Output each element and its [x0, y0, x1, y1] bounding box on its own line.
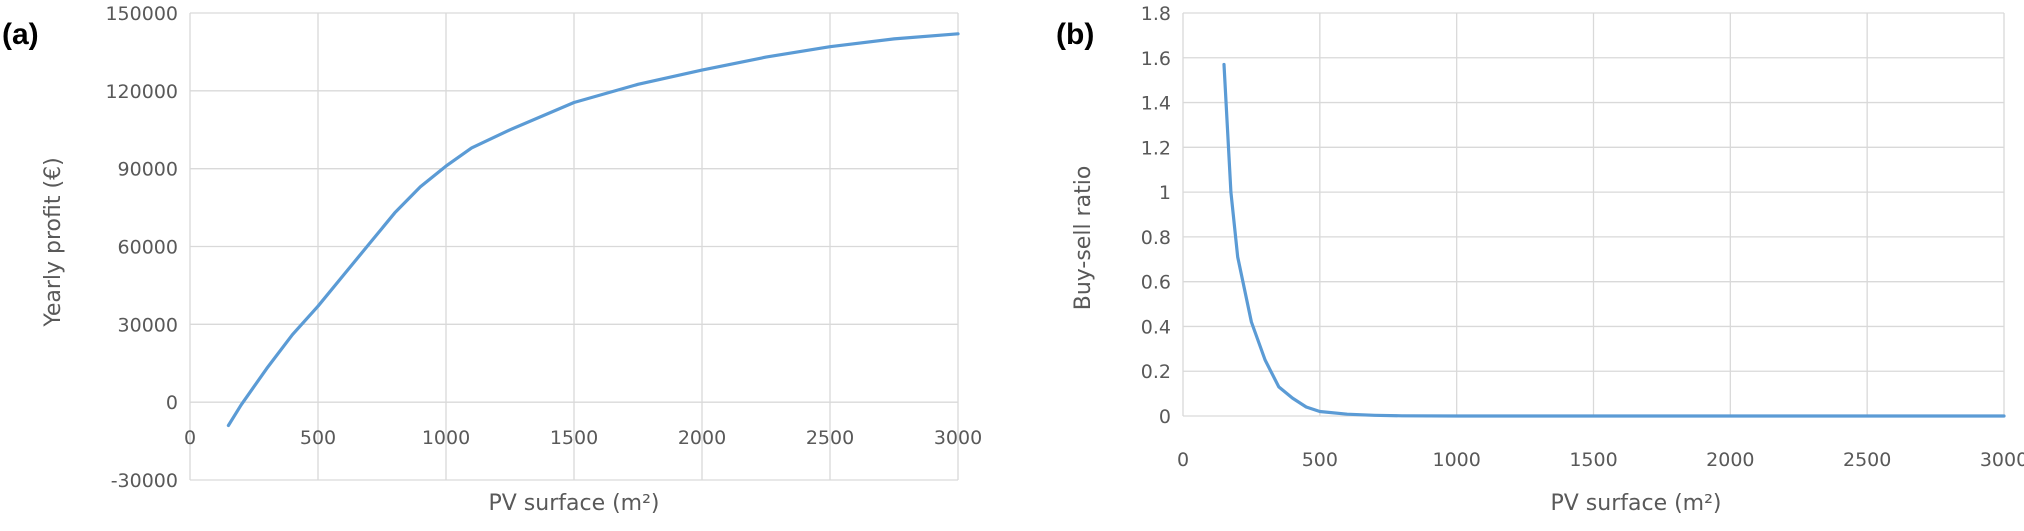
x-tick-label: 2000: [678, 427, 726, 449]
y-tick-label: 0: [1159, 406, 1171, 428]
y-tick-label: 0.8: [1141, 227, 1171, 249]
y-axis-title-a: Yearly profit (€): [41, 157, 66, 327]
x-tick-label: 500: [1302, 449, 1338, 471]
profit-series-line: [226, 32, 960, 428]
y-axis-title-b: Buy-sell ratio: [1071, 166, 1096, 311]
y-tick-labels-b: 0 0.2 0.4 0.6 0.8 1 1.2 1.4 1.6 1.8: [1141, 3, 1171, 428]
y-tick-label: 1.8: [1141, 3, 1171, 25]
panel-label-b: (b): [1056, 18, 1094, 51]
panel-label-a: (a): [2, 18, 39, 51]
x-tick-label: 500: [300, 427, 336, 449]
y-tick-label: 150000: [105, 3, 178, 25]
x-tick-labels-b: 0 500 1000 1500 2000 2500 3000: [1177, 449, 2024, 471]
x-tick-label: 1500: [1569, 449, 1617, 471]
y-tick-label: -30000: [111, 470, 178, 492]
x-tick-label: 2000: [1706, 449, 1754, 471]
gridlines-a: [189, 12, 959, 481]
y-tick-label: 1.6: [1141, 48, 1171, 70]
y-tick-label: 0.2: [1141, 361, 1171, 383]
y-tick-label: 120000: [105, 81, 178, 103]
x-tick-labels-a: 0 500 1000 1500 2000 2500 3000: [184, 427, 982, 449]
chart-panel-b: (b) 0 0.2 0.4 0.6 0.8 1 1.2 1.4 1.6 1.8 0 500 1000 1…: [1056, 3, 2024, 516]
y-tick-label: 0: [166, 392, 178, 414]
y-tick-label: 30000: [118, 314, 178, 336]
x-tick-label: 1000: [1432, 449, 1480, 471]
x-axis-title-b: PV surface (m²): [1550, 491, 1721, 516]
y-tick-label: 1.2: [1141, 137, 1171, 159]
y-tick-label: 60000: [118, 237, 178, 259]
y-tick-label: 1.4: [1141, 93, 1171, 115]
x-axis-title-a: PV surface (m²): [488, 491, 659, 516]
x-tick-label: 2500: [806, 427, 854, 449]
x-tick-label: 0: [184, 427, 196, 449]
x-tick-label: 3000: [1980, 449, 2024, 471]
x-tick-label: 1000: [422, 427, 470, 449]
y-tick-label: 0.6: [1141, 272, 1171, 294]
x-tick-label: 2500: [1843, 449, 1891, 471]
y-tick-label: 90000: [118, 159, 178, 181]
gridlines-b: [1182, 12, 2005, 417]
buy-sell-series-line: [1222, 62, 2006, 418]
y-tick-labels-a: -30000 0 30000 60000 90000 120000 150000: [105, 3, 178, 492]
x-tick-label: 1500: [550, 427, 598, 449]
x-tick-label: 3000: [934, 427, 982, 449]
y-tick-label: 0.4: [1141, 316, 1171, 338]
y-tick-label: 1: [1159, 182, 1171, 204]
x-tick-label: 0: [1177, 449, 1189, 471]
